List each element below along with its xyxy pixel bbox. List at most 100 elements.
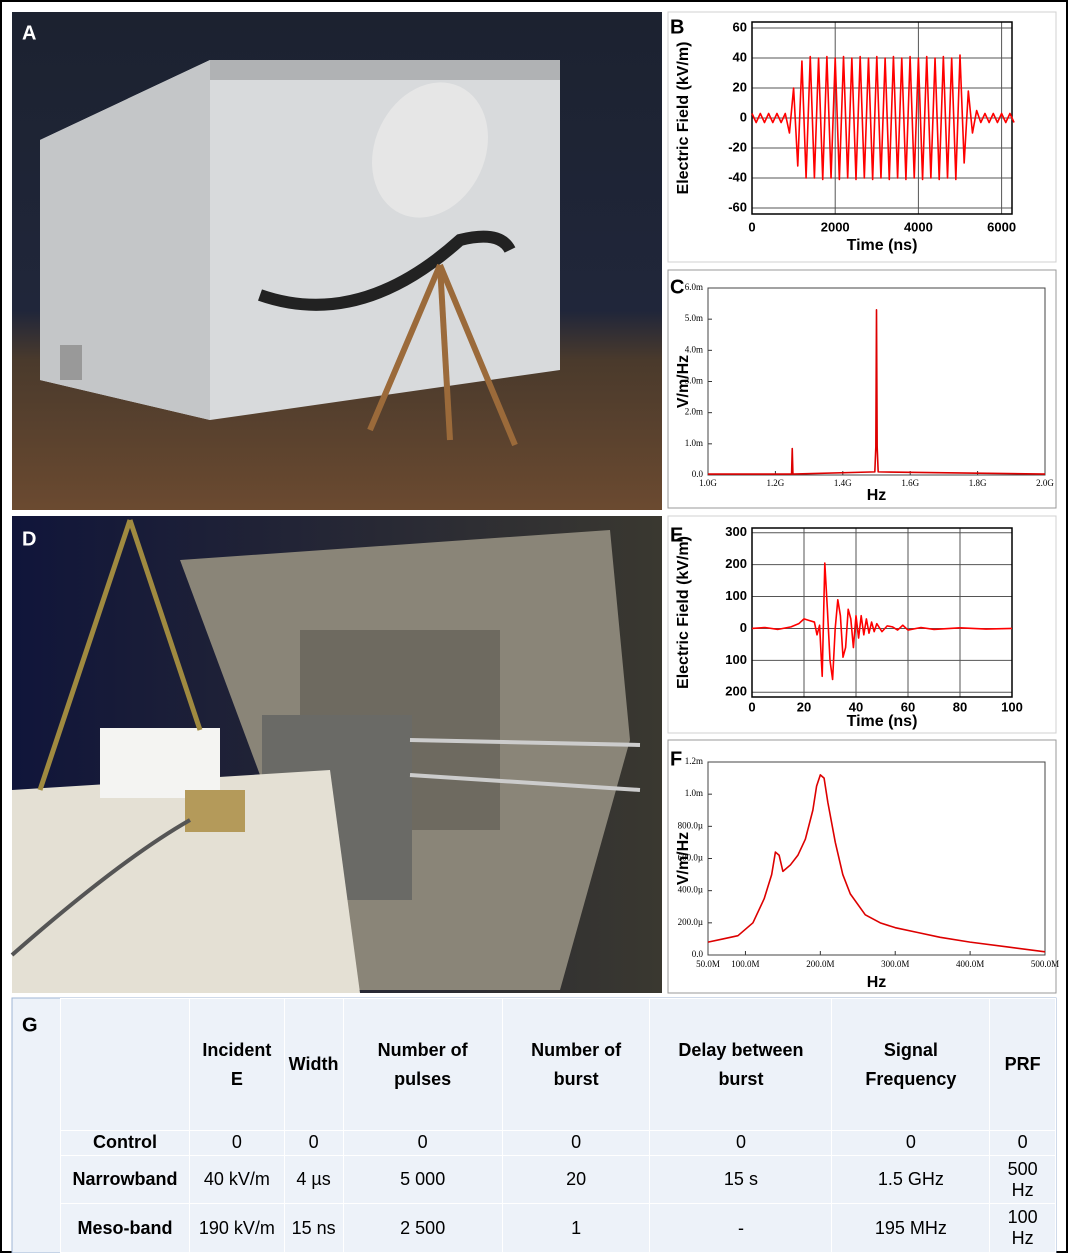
y-tick-label: 6.0m	[685, 282, 703, 292]
row-header: Narrowband	[60, 1154, 190, 1205]
column-header: Delay between burst	[649, 998, 833, 1131]
table-cell: 0	[189, 1130, 285, 1156]
table-cell: 15 s	[649, 1154, 833, 1205]
x-tick-label: 50.0M	[696, 959, 720, 969]
y-tick-label: 100	[725, 588, 747, 603]
y-tick-label: 0	[740, 620, 747, 635]
photo-a	[12, 12, 662, 510]
x-tick-label: 40	[849, 699, 863, 714]
y-tick-label: 0.0	[692, 949, 704, 959]
y-tick-label: 400.0µ	[678, 885, 703, 895]
x-tick-label: 0	[748, 219, 755, 234]
y-tick-label: 1.0m	[685, 438, 703, 448]
x-tick-label: 400.0M	[956, 959, 984, 969]
x-tick-label: 6000	[987, 219, 1016, 234]
table-cell: 0	[501, 1130, 651, 1156]
y-tick-label: 1.0m	[685, 788, 703, 798]
table-cell: 0	[283, 1130, 344, 1156]
table-cell: 0	[989, 1130, 1056, 1156]
y-tick-label: 800.0µ	[678, 820, 703, 830]
table-cell: 1.5 GHz	[831, 1154, 991, 1205]
table-row: Control 0 0 0 0 0 0 0	[60, 1130, 1056, 1156]
y-tick-label: 40	[733, 49, 747, 64]
table-cell: 20	[501, 1154, 651, 1205]
x-tick-label: 1.4G	[834, 478, 852, 488]
panel-label: C	[670, 276, 684, 298]
table-cell: 500 Hz	[989, 1154, 1056, 1205]
table-cell: 0	[649, 1130, 833, 1156]
x-tick-label: 200.0M	[806, 959, 834, 969]
panel-label: G	[22, 1014, 38, 1036]
corner-cell	[60, 998, 190, 1131]
table-cell: 195 MHz	[831, 1203, 991, 1253]
y-tick-label: 5.0m	[685, 313, 703, 323]
y-tick-label: 1.2m	[685, 756, 703, 766]
x-tick-label: 1.6G	[901, 478, 919, 488]
panel-frame	[667, 11, 1057, 263]
y-tick-label: 300	[725, 524, 747, 539]
x-tick-label: 60	[901, 699, 915, 714]
x-tick-label: 1.0G	[699, 478, 717, 488]
x-tick-label: 100.0M	[731, 959, 759, 969]
y-tick-label: 20	[733, 79, 747, 94]
y-tick-label: 60	[733, 19, 747, 34]
y-axis-label: V/m/Hz	[675, 832, 692, 885]
column-header: Signal Frequency	[831, 998, 991, 1131]
y-tick-label: -40	[728, 169, 747, 184]
y-axis-label: Electric Field (kV/m)	[675, 42, 692, 195]
panel-frame	[667, 739, 1057, 994]
y-tick-label: -20	[728, 139, 747, 154]
chart: 0.0 1.0m 2.0m 3.0m 4.0m 5.0m 6.0m 1.0G 1.2G 1.4G 1…	[675, 282, 1054, 504]
row-header: Control	[60, 1130, 190, 1156]
x-tick-label: 20	[797, 699, 811, 714]
x-tick-label: 500.0M	[1031, 959, 1059, 969]
x-tick-label: 300.0M	[881, 959, 909, 969]
panel-label: F	[670, 748, 682, 770]
x-axis-label: Hz	[867, 974, 887, 991]
chart: 0.0 200.0µ 400.0µ 600.0µ 800.0µ 1.0m 1.2m 50.0M…	[675, 756, 1059, 991]
panel-label: E	[670, 524, 683, 546]
y-tick-label: -60	[728, 199, 747, 214]
x-tick-label: 1.2G	[767, 478, 785, 488]
plot-frame	[707, 287, 1046, 476]
data-line	[707, 774, 1046, 953]
table-cell: 100 Hz	[989, 1203, 1056, 1253]
table-cell: 1	[501, 1203, 651, 1253]
column-header: Incident E	[189, 998, 285, 1131]
x-tick-label: 2.0G	[1036, 478, 1054, 488]
panel-label: D	[22, 528, 36, 550]
data-line	[751, 562, 1013, 681]
y-tick-label: 0.0	[692, 469, 704, 479]
x-tick-label: 0	[748, 699, 755, 714]
table-cell: 4 µs	[283, 1154, 344, 1205]
table-cell: 0	[831, 1130, 991, 1156]
column-header: PRF	[989, 998, 1056, 1131]
table-cell: 40 kV/m	[189, 1154, 285, 1205]
table-cell: 5 000	[342, 1154, 503, 1205]
table-cell: 190 kV/m	[189, 1203, 285, 1253]
plot-frame	[707, 761, 1046, 956]
panel-frame	[667, 269, 1057, 509]
y-tick-label: 100	[725, 652, 747, 667]
chart: -60 -40 -20 0 20 40 60 0 2000 4000 6000 Time (ns) El…	[675, 19, 1016, 254]
table-row: Meso-band 190 kV/m 15 ns 2 500 1-195 MHz 100 …	[60, 1203, 1056, 1253]
y-tick-label: 200	[725, 556, 747, 571]
x-axis-label: Time (ns)	[847, 237, 918, 254]
panel-label: B	[670, 16, 684, 38]
y-tick-label: 0	[740, 109, 747, 124]
data-line	[751, 54, 1015, 181]
table-cell: 15 ns	[283, 1203, 344, 1253]
y-tick-label: 2.0m	[685, 407, 703, 417]
column-header: Number of pulses	[342, 998, 503, 1131]
header-row: Incident E Width Number of pulses Number of…	[60, 998, 1056, 1131]
y-axis-label: V/m/Hz	[675, 355, 692, 408]
y-tick-label: 4.0m	[685, 344, 703, 354]
table-cell: -	[649, 1203, 833, 1253]
column-header: Number of burst	[501, 998, 651, 1131]
x-tick-label: 80	[953, 699, 967, 714]
photo-d	[10, 516, 662, 993]
parameter-table: Incident E Width Number of pulses Number of…	[60, 998, 1056, 1253]
x-tick-label: 4000	[904, 219, 933, 234]
